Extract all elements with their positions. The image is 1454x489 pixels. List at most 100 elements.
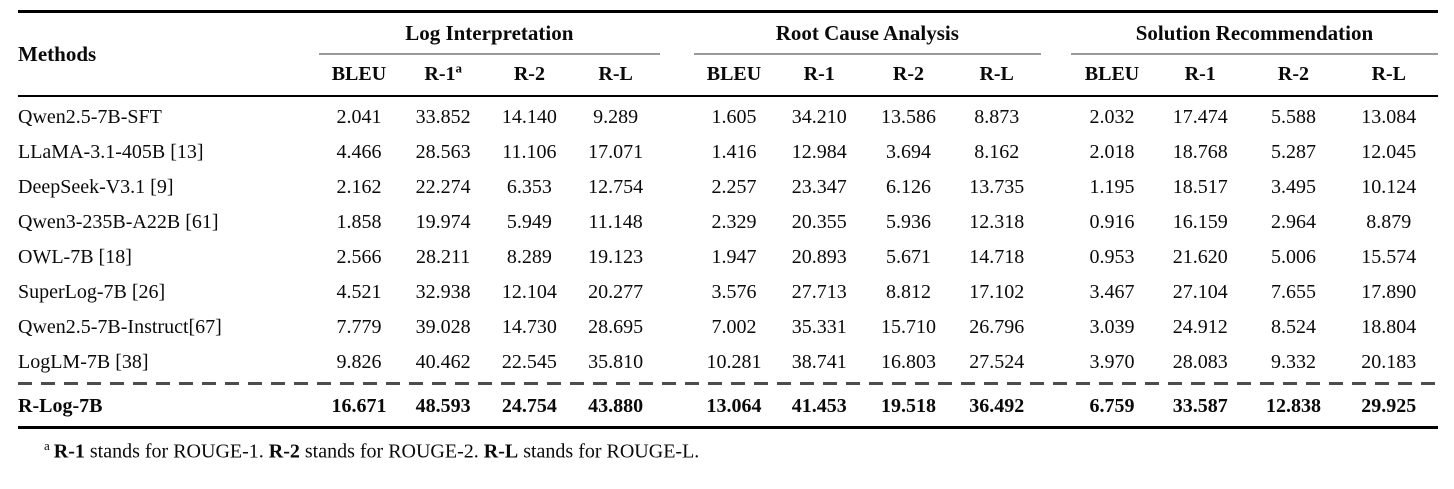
group-header-row: Methods Log Interpretation Root Cause An… bbox=[18, 11, 1438, 97]
value-cell: 1.605 bbox=[711, 106, 757, 128]
value-cell: 17.102 bbox=[969, 281, 1025, 303]
value-cell: 3.467 bbox=[1089, 281, 1135, 303]
column-spacer bbox=[1041, 170, 1071, 205]
value-cell: 28.083 bbox=[1172, 351, 1228, 373]
footnote-term: R-1 bbox=[53, 440, 85, 463]
value-cell: 12.045 bbox=[1361, 141, 1417, 163]
column-spacer bbox=[1041, 275, 1071, 310]
value-cell: 6.126 bbox=[885, 176, 931, 198]
value-cell: 5.949 bbox=[506, 211, 552, 233]
value-cell: 13.735 bbox=[969, 176, 1025, 198]
table-row: LLaMA-3.1-405B [13] 4.466 28.563 11.106 17.0… bbox=[18, 135, 1438, 170]
value-cell: 18.517 bbox=[1172, 176, 1228, 198]
value-cell: 2.964 bbox=[1270, 211, 1316, 233]
value-cell: 28.695 bbox=[588, 316, 644, 338]
table-row: SuperLog-7B [26] 4.521 32.938 12.104 20.277 3… bbox=[18, 275, 1438, 310]
method-cell: LogLM-7B [38] bbox=[18, 351, 149, 373]
value-cell: 24.754 bbox=[501, 395, 557, 417]
footnote-text: stands for ROUGE-1. bbox=[84, 440, 269, 463]
value-cell: 20.355 bbox=[791, 211, 847, 233]
value-cell: 1.195 bbox=[1089, 176, 1135, 198]
value-cell: 8.524 bbox=[1270, 316, 1316, 338]
column-header-r-2: R-2 bbox=[864, 54, 953, 97]
value-cell: 20.277 bbox=[588, 281, 644, 303]
value-cell: 29.925 bbox=[1361, 395, 1417, 417]
value-cell: 18.804 bbox=[1361, 316, 1417, 338]
value-cell: 16.159 bbox=[1172, 211, 1228, 233]
value-cell: 3.495 bbox=[1270, 176, 1316, 198]
column-spacer bbox=[659, 54, 694, 97]
footnote-text: stands for ROUGE-L. bbox=[518, 440, 700, 463]
value-cell: 12.104 bbox=[501, 281, 557, 303]
table-row: Qwen2.5-7B-Instruct[67] 7.779 39.028 14.730… bbox=[18, 310, 1438, 345]
value-cell: 3.694 bbox=[885, 141, 931, 163]
column-header-bleu: BLEU bbox=[318, 54, 400, 97]
column-header-r-2: R-2 bbox=[1247, 54, 1340, 97]
value-cell: 2.041 bbox=[336, 106, 382, 128]
value-cell: 2.566 bbox=[336, 246, 382, 268]
value-cell: 13.064 bbox=[706, 395, 762, 417]
results-table: Methods Log Interpretation Root Cause An… bbox=[18, 10, 1438, 429]
value-cell: 23.347 bbox=[791, 176, 847, 198]
value-cell: 4.521 bbox=[336, 281, 382, 303]
value-cell: 7.002 bbox=[711, 316, 757, 338]
value-cell: 15.574 bbox=[1361, 246, 1417, 268]
value-cell: 16.671 bbox=[331, 395, 387, 417]
table-row-highlight: R-Log-7B 16.671 48.593 24.754 43.880 13.064 41… bbox=[18, 388, 1438, 428]
column-spacer bbox=[660, 345, 694, 380]
value-cell: 21.620 bbox=[1172, 246, 1228, 268]
value-cell: 18.768 bbox=[1172, 141, 1228, 163]
value-cell: 17.890 bbox=[1361, 281, 1417, 303]
value-cell: 27.524 bbox=[969, 351, 1025, 373]
value-cell: 8.162 bbox=[974, 141, 1020, 163]
value-cell: 2.018 bbox=[1089, 141, 1135, 163]
column-header-r-1: R-1 bbox=[774, 54, 865, 97]
footnote-text: stands for ROUGE-2. bbox=[299, 440, 484, 463]
column-spacer bbox=[660, 205, 694, 240]
column-header-bleu: BLEU bbox=[693, 54, 775, 97]
value-cell: 8.879 bbox=[1366, 211, 1412, 233]
method-cell: OWL-7B [18] bbox=[18, 246, 132, 268]
value-cell: 5.006 bbox=[1270, 246, 1316, 268]
column-header-r-1: R-1 bbox=[1153, 54, 1248, 97]
value-cell: 14.140 bbox=[501, 106, 557, 128]
value-cell: 2.032 bbox=[1089, 106, 1135, 128]
value-cell: 13.084 bbox=[1361, 106, 1417, 128]
column-spacer bbox=[660, 388, 694, 428]
value-cell: 27.713 bbox=[791, 281, 847, 303]
value-cell: 12.838 bbox=[1265, 395, 1321, 417]
column-spacer bbox=[1041, 388, 1071, 428]
value-cell: 19.974 bbox=[415, 211, 471, 233]
table-body: Qwen2.5-7B-SFT 2.041 33.852 14.140 9.289 1.60… bbox=[18, 96, 1438, 428]
value-cell: 24.912 bbox=[1172, 316, 1228, 338]
method-cell: R-Log-7B bbox=[18, 395, 103, 417]
value-cell: 3.970 bbox=[1089, 351, 1135, 373]
value-cell: 26.796 bbox=[969, 316, 1025, 338]
column-spacer bbox=[1041, 240, 1071, 275]
value-cell: 9.289 bbox=[593, 106, 639, 128]
table-row: DeepSeek-V3.1 [9] 2.162 22.274 6.353 12.754 2… bbox=[18, 170, 1438, 205]
dashed-separator-cell bbox=[18, 380, 1438, 388]
value-cell: 15.710 bbox=[880, 316, 936, 338]
value-cell: 1.947 bbox=[711, 246, 757, 268]
value-cell: 4.466 bbox=[336, 141, 382, 163]
group-header-root-cause-analysis: Root Cause Analysis bbox=[693, 11, 1041, 55]
value-cell: 19.123 bbox=[588, 246, 644, 268]
value-cell: 17.071 bbox=[588, 141, 644, 163]
footnote-marker: a bbox=[44, 438, 50, 453]
column-spacer bbox=[1041, 205, 1071, 240]
value-cell: 28.563 bbox=[415, 141, 471, 163]
value-cell: 5.287 bbox=[1270, 141, 1316, 163]
column-spacer bbox=[1041, 135, 1071, 170]
value-cell: 1.858 bbox=[336, 211, 382, 233]
value-cell: 22.274 bbox=[415, 176, 471, 198]
value-cell: 12.754 bbox=[588, 176, 644, 198]
value-cell: 5.936 bbox=[885, 211, 931, 233]
column-spacer bbox=[1041, 12, 1071, 55]
value-cell: 41.453 bbox=[791, 395, 847, 417]
value-cell: 28.211 bbox=[416, 246, 471, 268]
column-spacer bbox=[660, 240, 694, 275]
value-cell: 5.588 bbox=[1270, 106, 1316, 128]
value-cell: 8.873 bbox=[974, 106, 1020, 128]
footnote-marker-ref: a bbox=[455, 60, 462, 76]
